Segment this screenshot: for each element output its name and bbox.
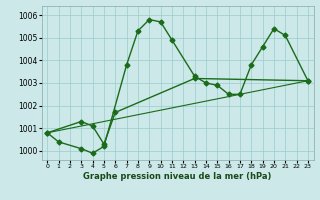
X-axis label: Graphe pression niveau de la mer (hPa): Graphe pression niveau de la mer (hPa) [84,172,272,181]
